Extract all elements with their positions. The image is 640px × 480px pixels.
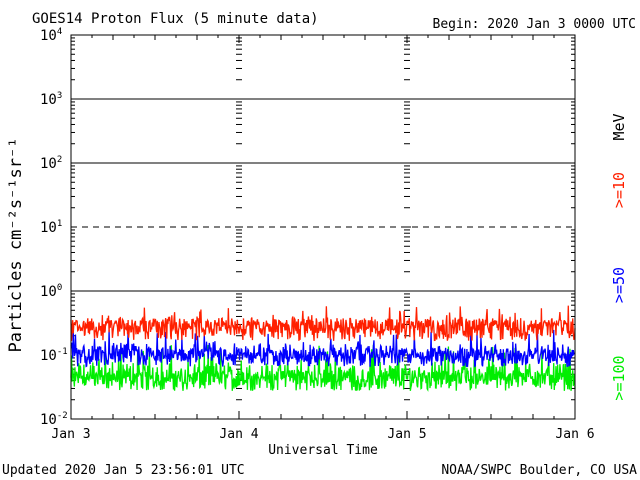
- y-tick-label: 104: [40, 27, 62, 44]
- y-tick-label: 103: [40, 91, 62, 108]
- series-line: [70, 329, 576, 368]
- begin-time: Begin: 2020 Jan 3 0000 UTC: [433, 17, 637, 32]
- y-tick-label: 102: [40, 155, 62, 172]
- legend-entry: >=50: [610, 267, 628, 303]
- x-tick-label: Jan 4: [219, 427, 258, 442]
- y-tick-label: 100: [40, 283, 62, 300]
- y-axis-label: Particles cm⁻²s⁻¹sr⁻¹: [6, 138, 26, 353]
- source-credit: NOAA/SWPC Boulder, CO USA: [441, 463, 637, 478]
- x-tick-label: Jan 3: [51, 427, 90, 442]
- legend-entry: >=10: [610, 172, 628, 208]
- updated-time: Updated 2020 Jan 5 23:56:01 UTC: [2, 463, 245, 478]
- threshold-lines: [71, 98, 575, 292]
- legend-entry: >=100: [610, 355, 628, 400]
- series-line: [70, 305, 576, 342]
- y-tick-label: 10-2: [40, 411, 68, 428]
- chart-title: GOES14 Proton Flux (5 minute data): [32, 11, 319, 27]
- x-tick-label: Jan 5: [387, 427, 426, 442]
- series-line: [70, 344, 576, 392]
- y-tick-label: 10-1: [40, 347, 68, 364]
- plot-frame: [70, 34, 576, 420]
- legend-unit: MeV: [610, 113, 628, 140]
- y-tick-label: 101: [40, 219, 62, 236]
- x-axis-label: Universal Time: [268, 443, 378, 458]
- y-tick-labels: 104 103 102 101 100 10-1 10-2: [40, 27, 68, 428]
- legend: >=10 >=50 >=100 MeV: [610, 113, 628, 400]
- x-tick-labels: Jan 3 Jan 4 Jan 5 Jan 6: [51, 427, 594, 442]
- series-layer: [70, 305, 576, 392]
- x-tick-label: Jan 6: [555, 427, 594, 442]
